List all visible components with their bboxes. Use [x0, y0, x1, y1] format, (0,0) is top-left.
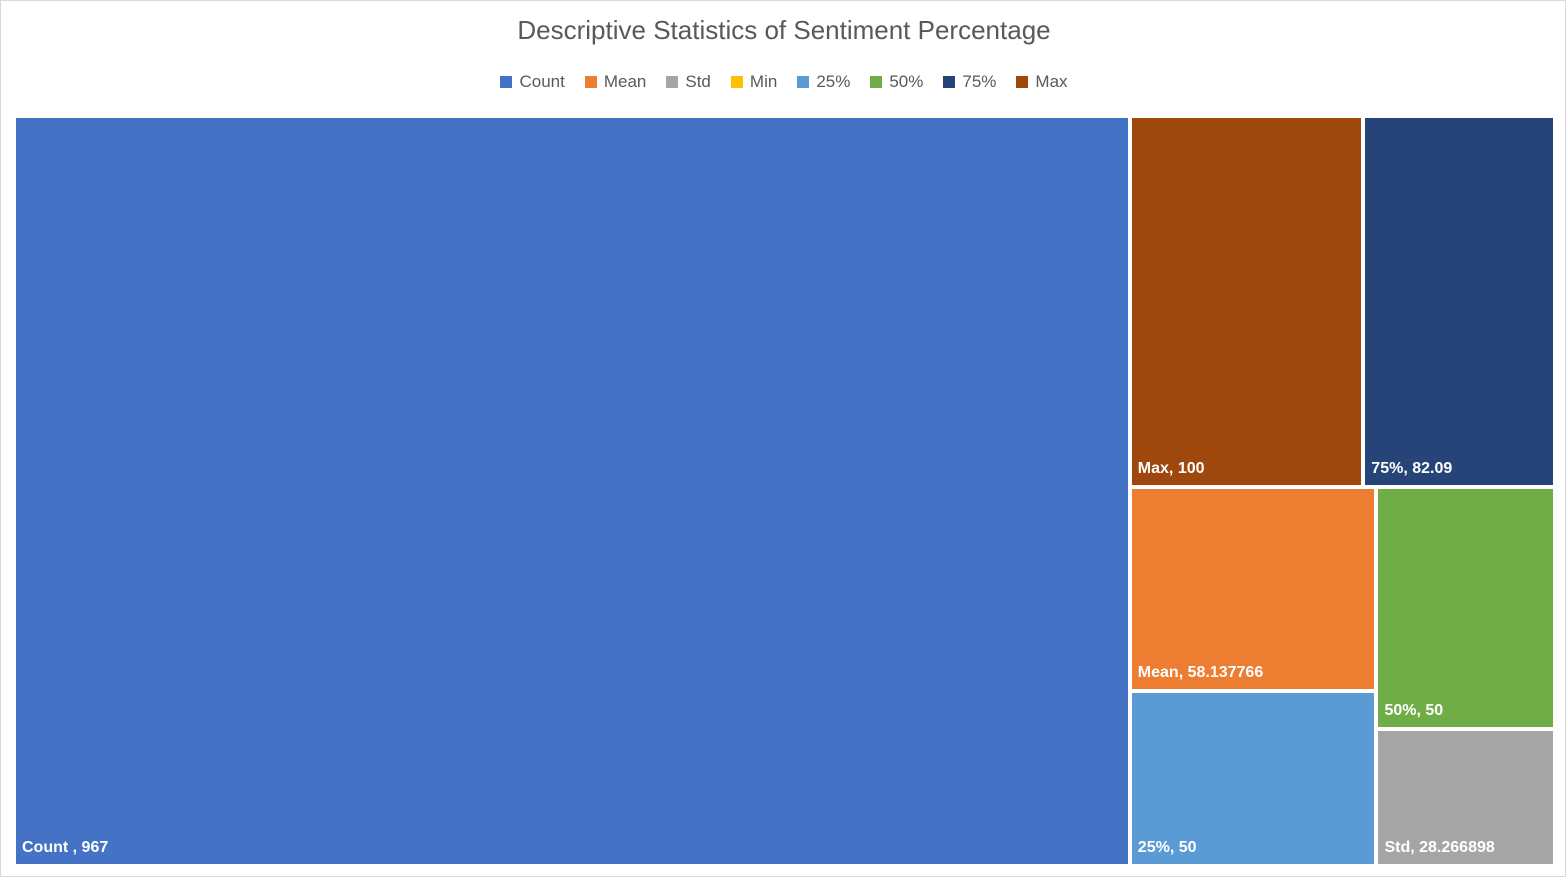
- tile-label-25pct: 25%, 50: [1137, 838, 1197, 856]
- tile-label-50pct: 50%, 50: [1384, 701, 1444, 719]
- legend-label-75pct: 75%: [962, 72, 997, 91]
- legend-item-min: Min: [730, 72, 778, 92]
- tile-max: Max, 100: [1129, 116, 1364, 487]
- legend-swatch-std: [666, 76, 679, 88]
- tile-50pct: 50%, 50: [1376, 486, 1555, 729]
- tile-25pct: 25%, 50: [1129, 690, 1377, 866]
- legend-label-max: Max: [1035, 72, 1068, 91]
- legend-item-50pct: 50%: [870, 72, 923, 92]
- tile-label-count: Count , 967: [22, 839, 109, 856]
- legend-label-50pct: 50%: [889, 72, 924, 91]
- legend-item-75pct: 75%: [943, 72, 996, 92]
- legend: Count Mean Std Min 25% 50% 75% Max: [1, 72, 1566, 92]
- legend-swatch-25pct: [797, 76, 810, 88]
- legend-item-count: Count: [500, 72, 565, 92]
- legend-swatch-count: [500, 76, 513, 88]
- legend-label-25pct: 25%: [816, 72, 851, 91]
- legend-swatch-max: [1016, 76, 1029, 88]
- legend-label-std: Std: [685, 72, 711, 91]
- tile-count: Count , 967: [14, 116, 1130, 866]
- tile-label-max: Max, 100: [1137, 459, 1205, 477]
- legend-swatch-50pct: [870, 76, 883, 88]
- chart-title: Descriptive Statistics of Sentiment Perc…: [517, 15, 1051, 45]
- tile-mean: Mean, 58.137766: [1129, 486, 1377, 691]
- tile-label-75pct: 75%, 82.09: [1371, 459, 1453, 477]
- legend-swatch-75pct: [943, 76, 956, 88]
- legend-swatch-min: [730, 76, 743, 88]
- tile-label-mean: Mean, 58.137766: [1137, 663, 1264, 681]
- tile-label-std: Std, 28.266898: [1384, 838, 1495, 856]
- tile-std: Std, 28.266898: [1376, 728, 1555, 866]
- legend-label-count: Count: [519, 72, 565, 91]
- tile-75pct: 75%, 82.09: [1363, 116, 1555, 487]
- legend-label-min: Min: [749, 72, 778, 91]
- legend-item-max: Max: [1016, 72, 1068, 92]
- legend-item-std: Std: [666, 72, 711, 92]
- legend-swatch-mean: [584, 76, 597, 88]
- legend-item-mean: Mean: [584, 72, 647, 92]
- legend-item-25pct: 25%: [797, 72, 850, 92]
- legend-label-mean: Mean: [603, 72, 647, 91]
- treemap-plot: Count , 967 Mean, 58.137766 Std, 28.266898…: [14, 116, 1555, 866]
